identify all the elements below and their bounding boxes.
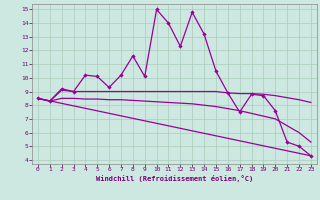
X-axis label: Windchill (Refroidissement éolien,°C): Windchill (Refroidissement éolien,°C) [96,175,253,182]
